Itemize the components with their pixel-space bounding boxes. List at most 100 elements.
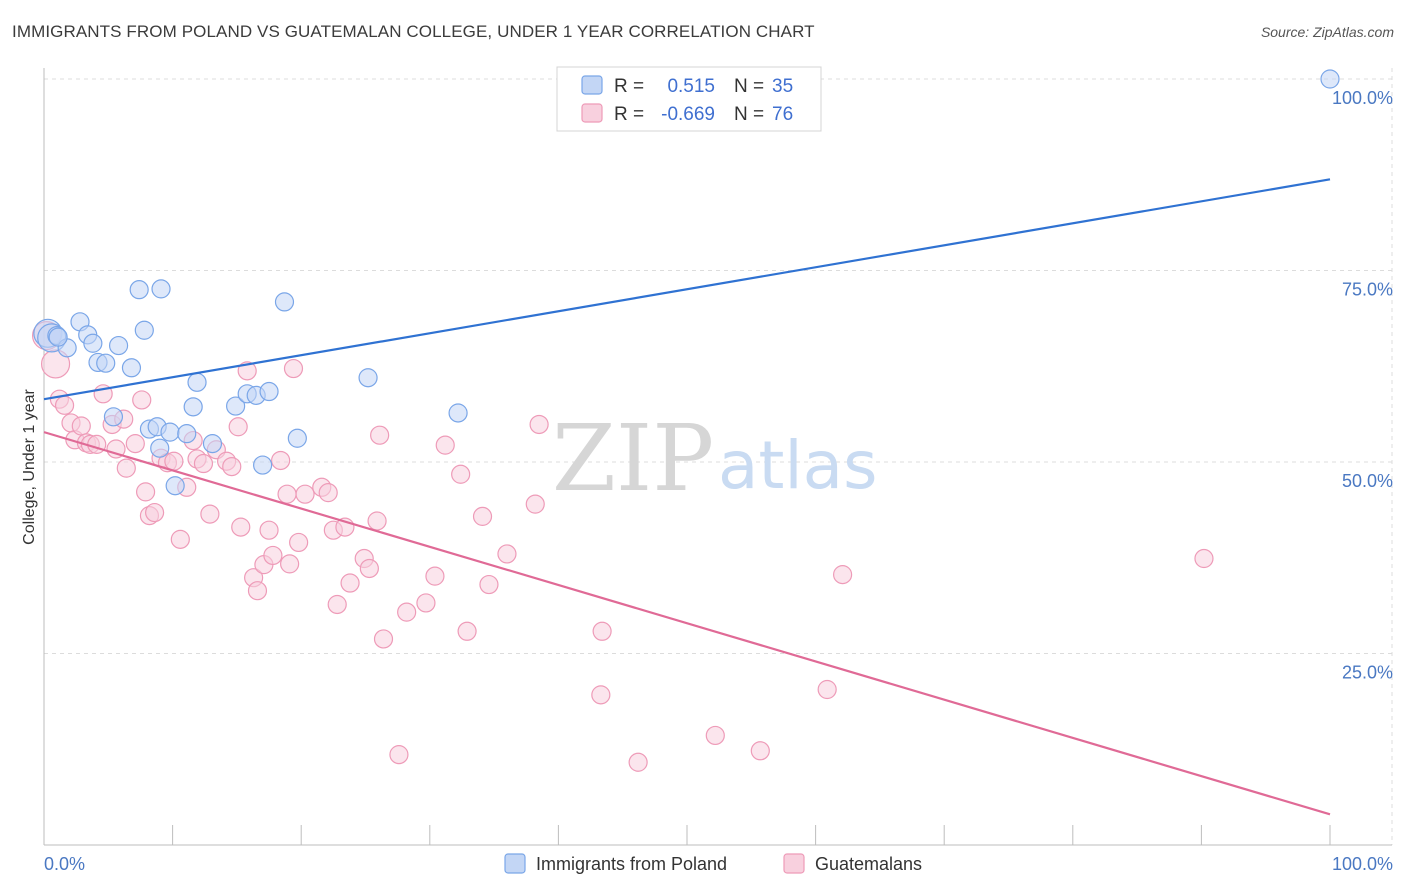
point-guatemala [833,565,853,585]
point-guatemala [193,453,214,474]
point-guatemala [628,752,648,772]
point-poland [259,381,279,402]
point-poland [48,327,68,347]
point-poland [358,368,378,388]
point-guatemala [271,450,291,471]
point-guatemala [389,745,409,765]
point-guatemala [295,484,315,504]
point-guatemala [397,602,417,622]
point-guatemala [71,416,91,436]
point-guatemala [425,566,445,586]
point-guatemala [200,504,220,524]
bottom-legend: Immigrants from Poland Guatemalans [504,853,922,874]
point-guatemala [263,545,283,566]
legend-n-label-poland: N = [734,76,764,97]
x-tick-label-max: 100.0% [1332,854,1393,874]
point-guatemala [135,482,156,502]
axes-layer [43,68,1392,846]
point-guatemala [231,517,251,537]
legend-r-label-guatemala: R = [614,104,644,125]
legend-n-label-guatemala: N = [734,104,764,125]
bottom-legend-swatch-guatemala [783,853,805,874]
point-guatemala [457,621,477,641]
point-poland [150,438,170,458]
y-tick-label: 50.0% [1342,471,1393,491]
point-guatemala [525,494,545,514]
point-guatemala [283,358,304,379]
point-poland [151,279,171,299]
point-guatemala [228,417,248,437]
point-poland [134,320,154,340]
chart-source: Source: ZipAtlas.com [1260,24,1394,40]
point-guatemala [416,593,436,613]
point-guatemala [144,502,165,523]
point-poland [83,333,103,353]
y-tick-label: 25.0% [1342,663,1393,683]
point-guatemala [327,594,347,615]
legend-n-value-poland: 35 [772,76,793,97]
trend-line-guatemala [43,431,1331,816]
y-tick-label: 100.0% [1332,88,1393,108]
point-poland [129,280,149,300]
point-guatemala [817,679,837,700]
point-guatemala [591,685,611,705]
point-poland [202,434,223,454]
bottom-legend-label-guatemala: Guatemalans [815,854,922,874]
x-tick-label-min: 0.0% [44,854,85,874]
y-axis-title: College, Under 1 year [21,389,38,545]
point-poland [165,476,185,496]
point-guatemala [280,554,300,574]
point-poland [287,428,307,448]
trend-layer [43,178,1331,816]
point-guatemala [497,544,517,564]
point-guatemala [529,414,549,435]
point-guatemala [54,395,75,415]
points-layer [31,69,1340,772]
point-guatemala [125,434,145,454]
watermark-zip: ZIP [552,405,714,512]
point-guatemala [370,425,390,445]
point-guatemala [1194,548,1214,569]
watermark-atlas: atlas [718,427,878,504]
legend-swatch-guatemala [581,103,603,123]
trend-line-poland [43,178,1331,401]
point-guatemala [277,484,297,504]
point-guatemala [750,741,770,761]
legend-r-value-guatemala: -0.669 [661,104,715,125]
point-poland [448,403,468,423]
point-guatemala [479,574,499,595]
point-guatemala [247,581,268,601]
point-guatemala [222,456,242,477]
point-guatemala [318,483,338,503]
point-guatemala [367,511,387,531]
point-poland [96,353,116,373]
point-poland [121,358,142,378]
point-poland [187,372,207,392]
legend-n-value-guatemala: 76 [772,104,793,125]
point-guatemala [106,439,126,459]
point-poland [177,424,197,444]
bottom-legend-label-poland: Immigrants from Poland [536,854,727,874]
point-guatemala [164,451,184,471]
point-poland [108,335,129,356]
point-guatemala [435,435,455,455]
point-poland [160,422,180,442]
point-guatemala [592,621,612,641]
legend-r-label-poland: R = [614,76,644,97]
top-legend: R = 0.515 N = 35 R = -0.669 N = 76 [556,66,822,132]
point-guatemala [340,573,360,593]
point-poland [1320,69,1340,89]
y-tick-label: 75.0% [1342,280,1393,300]
point-guatemala [289,532,309,553]
point-poland [253,455,273,475]
bottom-legend-swatch-poland [504,853,526,874]
point-guatemala [237,361,257,381]
point-guatemala [359,558,379,579]
point-guatemala [170,529,190,549]
point-poland [183,397,203,417]
chart-title: IMMIGRANTS FROM POLAND VS GUATEMALAN COL… [12,22,815,41]
point-guatemala [373,629,394,649]
point-poland [103,407,124,427]
point-guatemala [472,506,493,526]
